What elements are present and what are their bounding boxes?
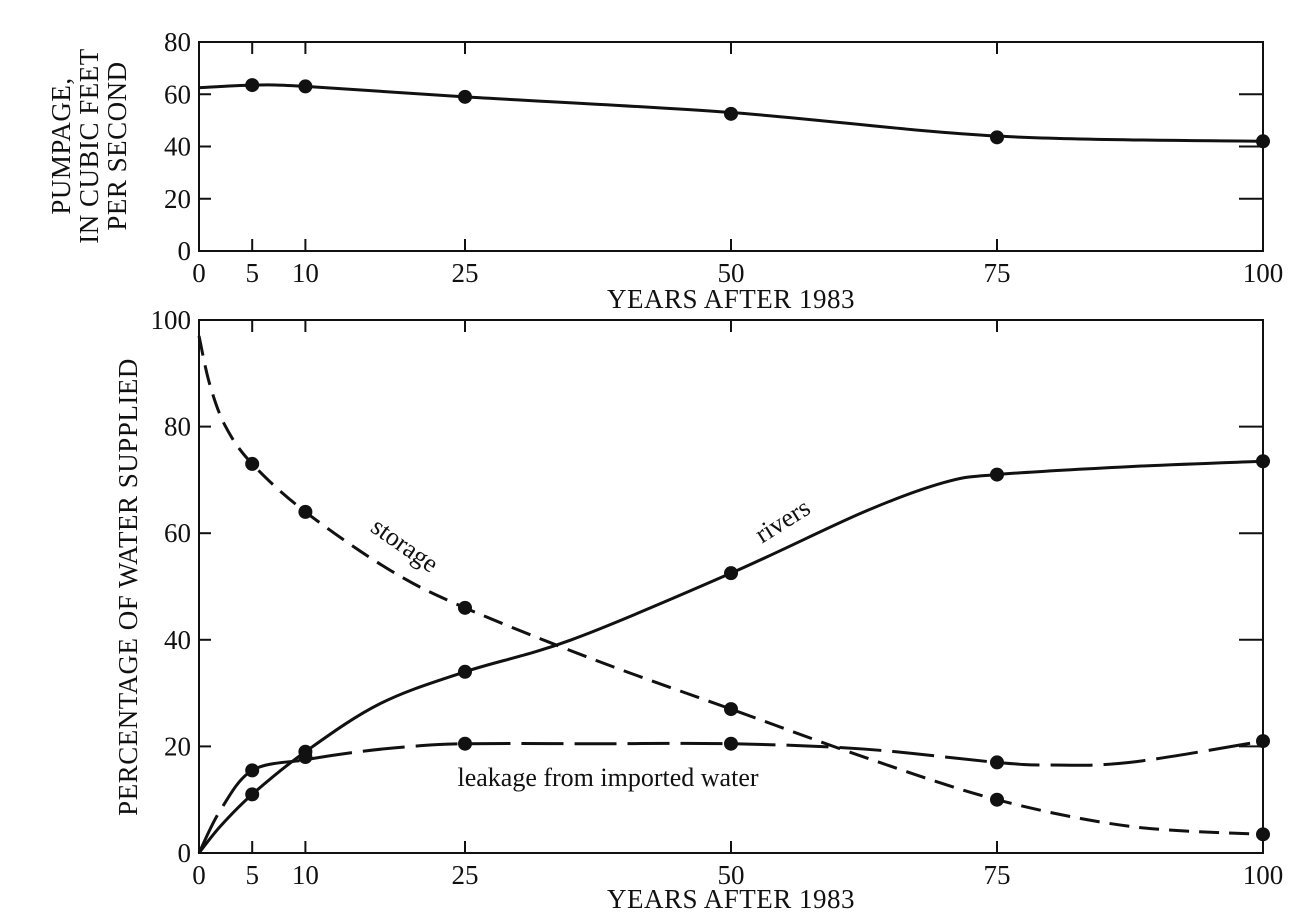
pumpage-series-line <box>198 83 1264 143</box>
supply-x-tick-label: 10 <box>292 860 319 890</box>
leakage-data-point <box>298 750 313 765</box>
storage-data-point <box>298 504 313 519</box>
rivers-data-point <box>1256 454 1270 469</box>
pumpage-y-tick-label: 20 <box>164 184 191 214</box>
pumpage-x-tick-label: 5 <box>245 258 259 288</box>
storage-annotation: storage <box>366 512 444 579</box>
supply-y-tick-label: 60 <box>164 518 191 548</box>
pumpage-y-axis-title: PUMPAGE, <box>46 77 76 214</box>
pumpage-data-point <box>724 106 738 121</box>
pumpage-x-tick-label: 10 <box>292 258 319 288</box>
storage-data-point <box>990 792 1004 807</box>
leakage-annotation: leakage from imported water <box>457 763 758 792</box>
water-supply-chart: 0 5 10 25 50 75 100 0 20 40 60 80 100 YEARS AFTER 198… <box>113 305 1283 914</box>
supply-y-axis-title: PERCENTAGE OF WATER SUPPLIED <box>113 358 143 816</box>
supply-y-tick-label: 40 <box>164 625 191 655</box>
leakage-data-point <box>990 755 1004 770</box>
pumpage-y-axis-title: IN CUBIC FEET <box>74 48 104 244</box>
supply-x-tick-label: 0 <box>192 860 206 890</box>
pumpage-chart: 0 5 10 25 50 75 100 0 20 40 60 80 YEARS AFTER 1983 PU… <box>46 27 1283 314</box>
supply-x-tick-label: 25 <box>452 860 479 890</box>
leakage-data-point <box>1256 734 1270 749</box>
pumpage-x-tick-label: 0 <box>192 258 206 288</box>
rivers-series-line <box>197 459 1264 854</box>
leakage-data-point <box>724 736 738 751</box>
pumpage-data-point <box>990 130 1004 145</box>
supply-x-tick-label: 50 <box>718 860 745 890</box>
storage-series-line <box>197 335 1264 836</box>
leakage-data-point <box>245 763 260 778</box>
pumpage-x-tick-label: 100 <box>1243 258 1284 288</box>
supply-x-tick-label: 100 <box>1243 860 1284 890</box>
pumpage-y-tick-label: 0 <box>178 236 192 266</box>
pumpage-data-point <box>245 78 260 93</box>
supply-y-tick-label: 20 <box>164 731 191 761</box>
storage-data-point <box>724 702 738 717</box>
supply-x-tick-label: 5 <box>245 860 259 890</box>
rivers-data-point <box>990 467 1004 482</box>
storage-data-point <box>1256 827 1270 842</box>
leakage-data-point <box>458 736 472 751</box>
pumpage-x-tick-label: 25 <box>452 258 479 288</box>
pumpage-data-point <box>458 89 472 104</box>
rivers-data-point <box>245 787 260 802</box>
supply-y-tick-label: 100 <box>151 305 192 335</box>
pumpage-y-tick-label: 60 <box>164 79 191 109</box>
pumpage-plot-frame <box>198 41 1264 252</box>
supply-y-tick-label: 0 <box>178 838 192 868</box>
pumpage-x-tick-label: 75 <box>984 258 1011 288</box>
supply-x-tick-label: 75 <box>984 860 1011 890</box>
pumpage-data-point <box>298 79 313 94</box>
rivers-data-point <box>458 664 472 679</box>
rivers-data-point <box>724 566 738 581</box>
pumpage-y-tick-label: 80 <box>164 27 191 57</box>
pumpage-y-axis-title: PER SECOND <box>102 61 132 230</box>
supply-y-tick-label: 80 <box>164 412 191 442</box>
pumpage-data-point <box>1256 134 1270 149</box>
pumpage-x-tick-label: 50 <box>718 258 745 288</box>
leakage-series-line <box>197 739 1264 854</box>
pumpage-x-axis-title: YEARS AFTER 1983 <box>607 284 855 314</box>
storage-data-point <box>245 456 260 471</box>
supply-x-axis-title: YEARS AFTER 1983 <box>607 884 855 914</box>
storage-data-point <box>458 600 472 615</box>
pumpage-y-tick-label: 40 <box>164 132 191 162</box>
